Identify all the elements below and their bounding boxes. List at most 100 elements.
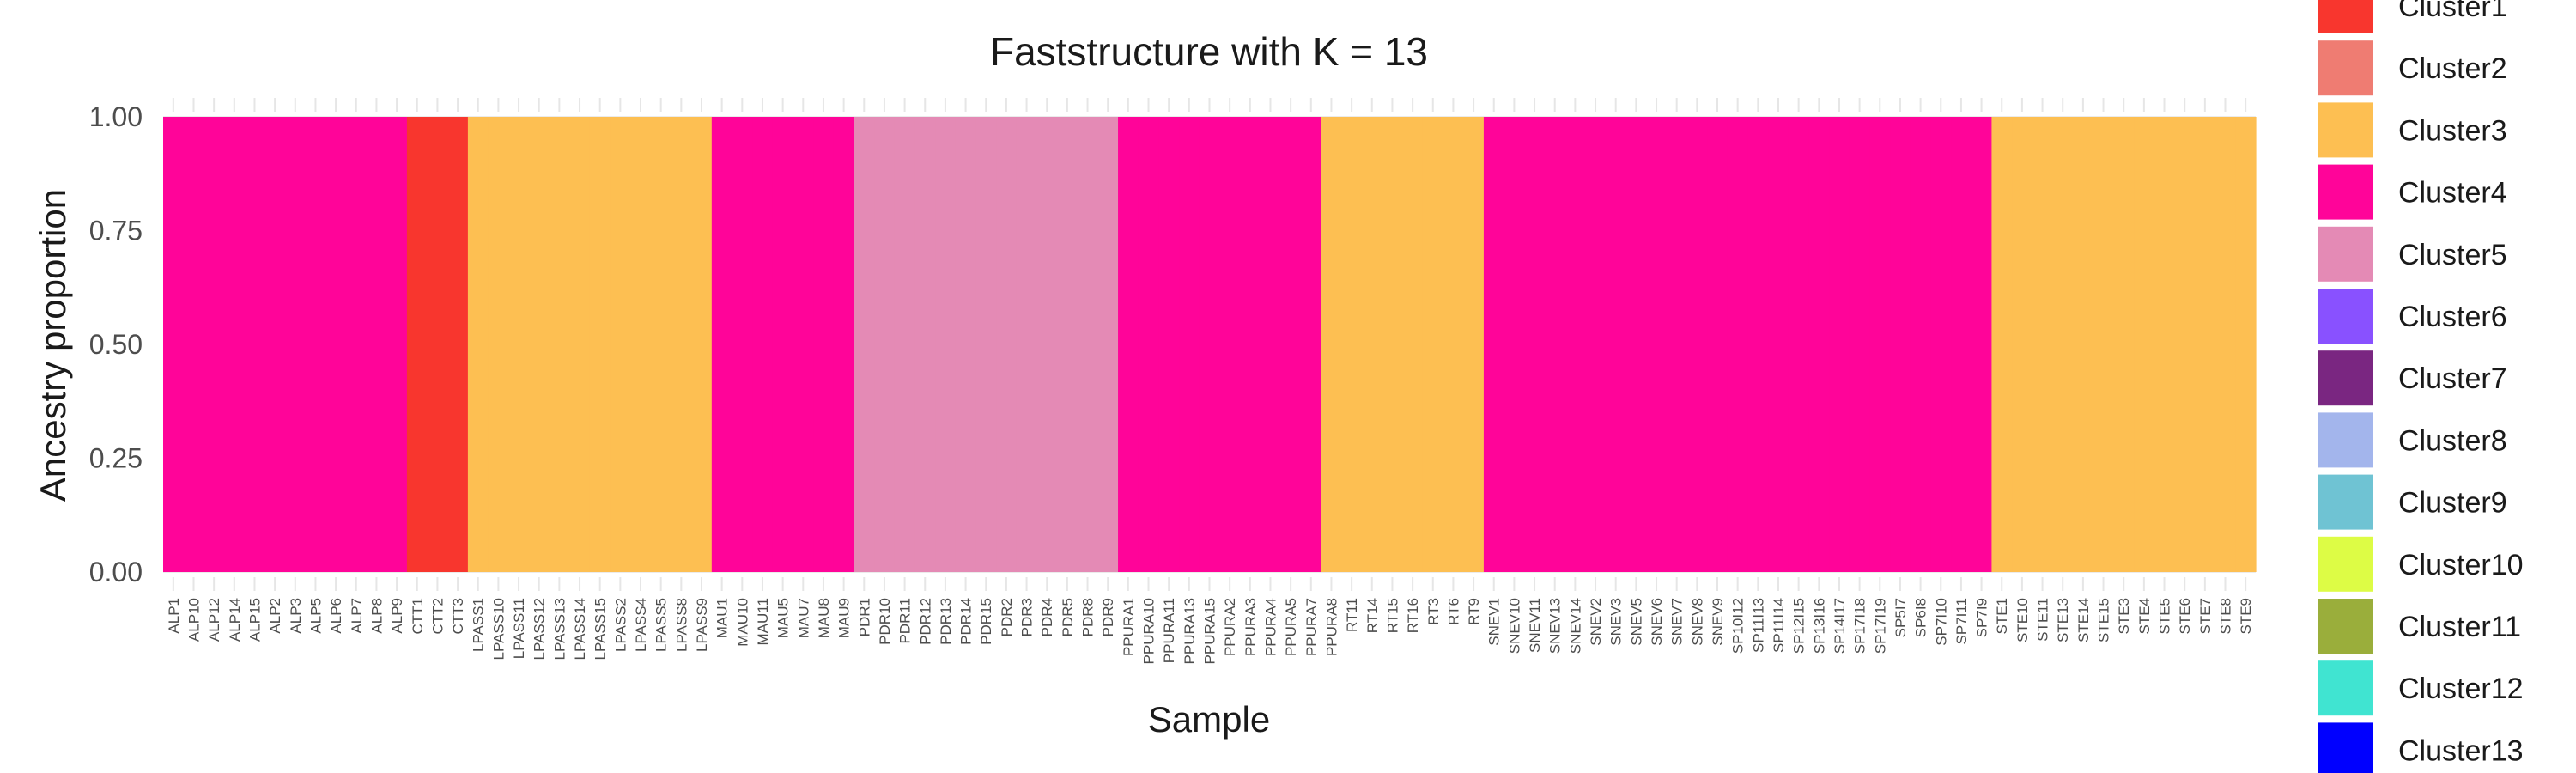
x-tick-label: STE13 <box>2055 598 2071 642</box>
bar-ste9 <box>2235 117 2257 572</box>
x-tick-label: SNEV11 <box>1527 598 1543 653</box>
bar-ppura8 <box>1321 117 1342 572</box>
bar-alp15 <box>244 117 265 572</box>
x-tick-label: SNEV5 <box>1628 598 1644 646</box>
x-tick-label: RT15 <box>1384 598 1400 633</box>
x-tick-label: PPURA5 <box>1283 598 1299 656</box>
x-tick-label: STE8 <box>2218 598 2234 635</box>
bar-sp14i17 <box>1829 117 1850 572</box>
x-tick-label: SNEV10 <box>1506 598 1522 654</box>
x-tick-label: ALP12 <box>206 598 222 642</box>
x-tick-label: MAU8 <box>816 598 832 638</box>
bar-lpass5 <box>650 117 672 572</box>
bar-alp9 <box>386 117 408 572</box>
x-tick-label: MAU7 <box>795 598 811 638</box>
bar-lpass10 <box>488 117 509 572</box>
x-tick-label: MAU10 <box>734 598 750 647</box>
x-tick-label: PDR15 <box>978 598 994 645</box>
bar-pdr11 <box>894 117 916 572</box>
bar-snev13 <box>1544 117 1566 572</box>
legend-swatch-cluster13 <box>2318 722 2373 773</box>
x-tick-label: PDR9 <box>1100 598 1116 636</box>
legend-label-cluster9: Cluster9 <box>2398 487 2507 520</box>
bar-sp11i14 <box>1768 117 1789 572</box>
x-tick-labels: ALP1 ALP10 ALP12 ALP14 ALP15 ALP2 ALP3 ALP5 ALP6… <box>166 598 2254 664</box>
legend: Cluster1 Cluster2 Cluster3 Cluster4 Cluster5… <box>2318 0 2524 773</box>
x-tick-label: LPASS9 <box>694 598 710 652</box>
x-tick-label: MAU1 <box>714 598 731 638</box>
bar-alp6 <box>325 117 347 572</box>
x-tick-label: LPASS11 <box>511 598 527 659</box>
legend-swatch-cluster12 <box>2318 660 2373 716</box>
legend-label-cluster8: Cluster8 <box>2398 424 2507 457</box>
x-tick-label: PDR12 <box>917 598 933 645</box>
bar-ste6 <box>2174 117 2196 572</box>
legend-swatch-cluster9 <box>2318 474 2373 530</box>
legend-label-cluster7: Cluster7 <box>2398 362 2507 395</box>
x-tick-label: SP10I12 <box>1730 598 1747 654</box>
y-tick-label: 0.75 <box>89 216 143 247</box>
x-tick-label: ALP2 <box>267 598 283 634</box>
x-tick-label: ALP6 <box>328 598 344 634</box>
bar-alp3 <box>284 117 307 572</box>
x-tick-label: RT14 <box>1364 598 1381 633</box>
x-tick-label: STE4 <box>2136 598 2153 635</box>
legend-swatch-cluster7 <box>2318 350 2373 406</box>
x-tick-label: RT6 <box>1445 598 1461 625</box>
x-tick-label: SP7I9 <box>1974 598 1990 637</box>
bar-ste7 <box>2195 117 2216 572</box>
y-tick-label: 0.50 <box>89 329 143 360</box>
x-tick-label: ALP14 <box>227 598 243 642</box>
x-tick-label: LPASS13 <box>551 598 568 660</box>
x-tick-label: PDR4 <box>1039 598 1055 636</box>
bar-rt14 <box>1361 117 1383 572</box>
x-tick-label: STE14 <box>2075 598 2092 642</box>
x-tick-label: PPURA2 <box>1222 598 1238 656</box>
x-tick-label: RT9 <box>1466 598 1482 625</box>
bar-snev1 <box>1483 117 1505 572</box>
bar-rt6 <box>1443 117 1464 572</box>
bar-pdr12 <box>914 117 936 572</box>
bar-ppura15 <box>1199 117 1220 572</box>
x-tick-label: STE1 <box>1994 598 2010 635</box>
bar-ppura13 <box>1179 117 1200 572</box>
bar-sp7i10 <box>1930 117 1952 572</box>
x-tick-label: ALP15 <box>246 598 263 642</box>
x-tick-label: LPASS8 <box>673 598 690 652</box>
x-tick-label: PPURA4 <box>1262 598 1279 656</box>
bar-lpass1 <box>467 117 489 572</box>
bar-pdr9 <box>1097 117 1119 572</box>
x-tick-label: RT16 <box>1405 598 1421 633</box>
x-tick-label: PDR10 <box>877 598 893 645</box>
bar-ste14 <box>2073 117 2094 572</box>
bar-alp2 <box>264 117 286 572</box>
bar-mau8 <box>813 117 835 572</box>
x-tick-label: STE11 <box>2035 598 2051 642</box>
x-tick-label: ALP10 <box>185 598 202 642</box>
legend-label-cluster12: Cluster12 <box>2398 673 2524 705</box>
bar-snev3 <box>1605 117 1627 572</box>
tick-marks <box>172 98 2247 591</box>
bar-rt9 <box>1463 117 1485 572</box>
bar-lpass2 <box>610 117 631 572</box>
bar-ste8 <box>2215 117 2236 572</box>
bar-ste11 <box>2032 117 2053 572</box>
bar-ste5 <box>2154 117 2175 572</box>
y-tick-label: 1.00 <box>89 101 143 132</box>
bar-snev2 <box>1585 117 1607 572</box>
bar-sp7i11 <box>1951 117 1972 572</box>
x-tick-label: PPURA8 <box>1323 598 1340 656</box>
x-tick-label: MAU9 <box>836 598 853 638</box>
x-tick-label: LPASS4 <box>633 598 649 652</box>
legend-swatch-cluster4 <box>2318 164 2373 220</box>
legend-swatch-cluster3 <box>2318 102 2373 158</box>
legend-label-cluster10: Cluster10 <box>2398 549 2524 581</box>
bar-snev6 <box>1646 117 1668 572</box>
legend-swatch-cluster8 <box>2318 412 2373 468</box>
x-tick-label: SNEV8 <box>1689 598 1705 646</box>
x-tick-label: RT11 <box>1344 598 1360 632</box>
x-tick-label: MAU5 <box>775 598 792 638</box>
bar-alp7 <box>345 117 368 572</box>
x-tick-label: PDR5 <box>1060 598 1076 636</box>
bar-pdr3 <box>1016 117 1037 572</box>
